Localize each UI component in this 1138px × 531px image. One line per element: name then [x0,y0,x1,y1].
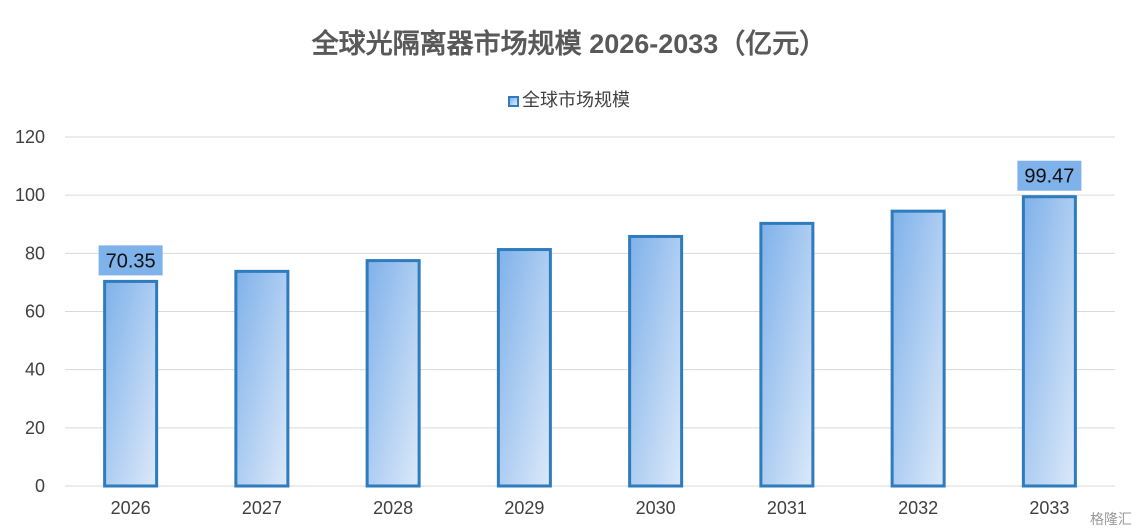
x-tick-label: 2028 [373,498,413,518]
chart-title: 全球光隔离器市场规模 2026-2033（亿元） [311,29,827,59]
y-tick-label: 40 [25,360,45,380]
bar [365,259,421,488]
data-label-box [1017,160,1082,191]
x-tick-label: 2033 [1029,498,1069,518]
x-tick-label: 2032 [898,498,938,518]
bar [103,279,159,488]
x-tick-label: 2029 [504,498,544,518]
bar [496,248,552,488]
x-tick-label: 2030 [636,498,676,518]
data-label: 70.35 [106,250,156,272]
x-tick-label: 2027 [242,498,282,518]
x-tick-label: 2026 [111,498,151,518]
data-label-box [98,245,163,276]
bar [628,234,684,488]
y-tick-label: 120 [15,127,45,147]
bar [234,269,290,488]
y-tick-label: 100 [15,185,45,205]
bar [890,209,946,488]
legend-label: 全球市场规模 [522,90,630,110]
y-tick-label: 80 [25,243,45,263]
bar [1021,195,1077,488]
legend-swatch [508,96,519,107]
y-tick-label: 60 [25,302,45,322]
chart-legend: 全球市场规模 [0,86,1138,112]
bar [759,221,815,488]
data-label: 99.47 [1024,166,1074,188]
y-tick-label: 20 [25,418,45,438]
y-tick-label: 0 [35,476,45,496]
x-tick-label: 2031 [767,498,807,518]
watermark-logo: 格隆汇 [1090,511,1132,527]
